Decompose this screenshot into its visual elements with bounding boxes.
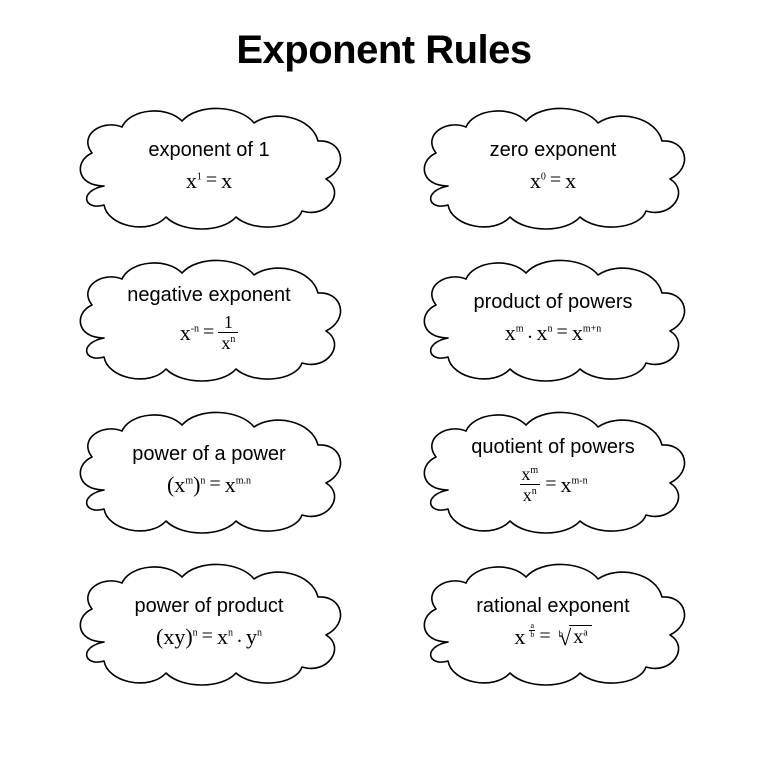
page-title: Exponent Rules [236, 28, 531, 73]
rule-name: negative exponent [127, 284, 290, 307]
rule-formula: xmxn = xm-n [518, 465, 587, 504]
rule-name: rational exponent [476, 595, 629, 618]
rule-formula: (xm)n = xm.n [167, 472, 251, 498]
rule-cloud-negative-exponent: negative exponent x-n = 1xn [64, 253, 354, 383]
rule-formula: xab = b√xa [514, 624, 591, 650]
rule-cloud-power-of-product: power of product (xy)n = xn. yn [64, 557, 354, 687]
rule-formula: x-n = 1xn [180, 313, 239, 352]
rule-cloud-exponent-of-1: exponent of 1 x1 = x [64, 101, 354, 231]
rules-grid: exponent of 1 x1 = x zero exponent x0 = … [64, 101, 704, 687]
rule-formula: x1 = x [186, 168, 232, 194]
rule-name: quotient of powers [471, 436, 634, 459]
rule-name: zero exponent [490, 139, 617, 162]
rule-cloud-quotient-of-powers: quotient of powers xmxn = xm-n [408, 405, 698, 535]
rule-formula: xm . xn = xm+n [505, 320, 601, 346]
rule-name: power of product [135, 595, 284, 618]
rule-name: power of a power [132, 443, 285, 466]
rule-cloud-product-of-powers: product of powers xm . xn = xm+n [408, 253, 698, 383]
rule-name: product of powers [474, 291, 633, 314]
rule-cloud-power-of-a-power: power of a power (xm)n = xm.n [64, 405, 354, 535]
rule-formula: x0 = x [530, 168, 576, 194]
rule-cloud-zero-exponent: zero exponent x0 = x [408, 101, 698, 231]
rule-cloud-rational-exponent: rational exponent xab = b√xa [408, 557, 698, 687]
rule-formula: (xy)n = xn. yn [156, 624, 262, 650]
rule-name: exponent of 1 [148, 139, 269, 162]
